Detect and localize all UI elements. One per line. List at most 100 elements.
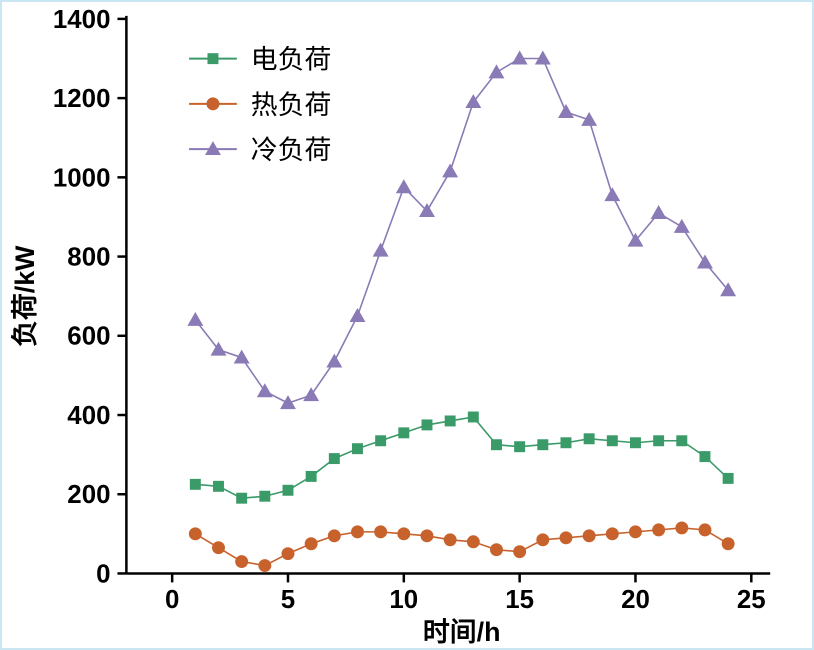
series-0-marker: [328, 453, 340, 465]
series-2-marker: [256, 383, 273, 398]
x-tick-label: 0: [165, 586, 179, 614]
series-1-marker: [513, 545, 527, 559]
series-1-marker: [536, 533, 550, 547]
legend-marker: [206, 97, 220, 111]
y-tick-label: 200: [67, 481, 110, 509]
series-2-marker: [558, 104, 574, 118]
series-1-marker: [397, 527, 411, 541]
series-0-marker: [560, 437, 572, 449]
series-0-marker: [583, 433, 595, 445]
series-2-marker: [697, 254, 713, 269]
series-0-marker: [421, 419, 433, 431]
series-1-marker: [721, 537, 735, 551]
series-2: [187, 50, 737, 410]
y-tick-label: 600: [67, 323, 110, 351]
y-tick-label: 1000: [53, 164, 111, 192]
series-2-marker: [720, 282, 737, 297]
x-tick-label: 20: [621, 586, 650, 614]
series-1-marker: [258, 559, 272, 572]
series-2-marker: [442, 163, 459, 178]
series-1-marker: [374, 525, 388, 539]
series-0-marker: [189, 478, 201, 490]
series-2-marker: [673, 218, 690, 233]
x-tick-label: 25: [737, 586, 766, 614]
legend-marker: [204, 141, 221, 156]
series-1-marker: [675, 521, 689, 535]
series-2-marker: [395, 179, 412, 194]
series-1-marker: [188, 527, 202, 541]
legend-label: 热负荷: [251, 90, 332, 120]
legend-marker: [207, 53, 219, 65]
series-0-marker: [606, 435, 618, 447]
y-tick-label: 0: [96, 560, 110, 588]
series-2-marker: [210, 341, 227, 356]
series-0-marker: [676, 435, 688, 447]
series-1-marker: [327, 529, 341, 543]
series-2-marker: [650, 205, 667, 219]
series-0-marker: [537, 439, 549, 451]
series-0-marker: [722, 472, 734, 484]
series-2-marker: [511, 50, 528, 65]
series-2-marker: [488, 64, 505, 79]
y-tick-label: 800: [67, 244, 110, 272]
legend-label: 冷负荷: [251, 135, 332, 165]
series-0-marker: [236, 492, 248, 504]
series-2-marker: [419, 203, 435, 217]
series-0-marker: [467, 411, 479, 423]
series-0-marker: [514, 441, 526, 453]
series-1-marker: [582, 529, 596, 543]
series-0-marker: [259, 490, 271, 502]
series-1-marker: [351, 525, 364, 539]
legend-item: 热负荷: [189, 90, 331, 120]
series-0-line: [195, 416, 729, 500]
series-2-marker: [465, 94, 482, 109]
legend-item: 冷负荷: [189, 135, 331, 165]
y-tick-label: 400: [67, 402, 110, 430]
series-2-marker: [627, 232, 644, 247]
legend-label: 电负荷: [251, 45, 332, 75]
series-1-marker: [281, 547, 295, 561]
x-tick-label: 10: [389, 586, 418, 614]
series-1-marker: [605, 527, 619, 541]
series-2-marker: [187, 311, 204, 326]
x-tick-label: 15: [505, 586, 534, 614]
series-2-marker: [581, 111, 598, 126]
series-2-line: [194, 57, 729, 404]
x-axis-label: 时间/h: [423, 617, 501, 647]
series-1-marker: [629, 525, 642, 539]
series-0-marker: [629, 437, 641, 449]
series-0-marker: [398, 427, 410, 439]
y-tick-label: 1400: [53, 6, 111, 34]
series-1: [188, 521, 735, 572]
series-1-marker: [443, 533, 457, 547]
y-tick-label: 1200: [53, 85, 111, 113]
series-1-marker: [652, 523, 666, 537]
series-0-marker: [653, 435, 665, 447]
series-2-marker: [349, 308, 366, 322]
series-0-marker: [444, 415, 456, 427]
series-0-marker: [699, 451, 711, 463]
series-1-marker: [420, 529, 434, 543]
series-1-marker: [212, 541, 225, 555]
series-2-marker: [372, 242, 389, 257]
series-1-marker: [304, 537, 318, 551]
series-0-marker: [375, 435, 387, 447]
series-0-marker: [282, 484, 294, 496]
x-tick-label: 5: [281, 586, 295, 614]
series-2-marker: [280, 395, 296, 410]
legend-item: 电负荷: [189, 45, 331, 75]
series-1-marker: [559, 531, 573, 545]
series-1-marker: [698, 523, 712, 537]
series-1-marker: [466, 535, 480, 549]
series-2-marker: [303, 387, 320, 402]
series-2-marker: [233, 349, 250, 364]
series-2-marker: [534, 50, 551, 65]
series-2-marker: [604, 187, 621, 202]
series-0-marker: [352, 443, 363, 455]
series-0-marker: [305, 470, 317, 482]
series-0-marker: [213, 480, 224, 492]
series-1-marker: [235, 555, 249, 569]
